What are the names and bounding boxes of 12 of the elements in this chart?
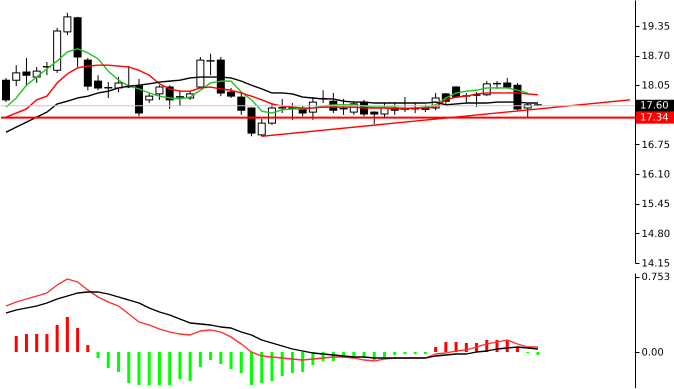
- y-tick-label: 16.10: [642, 170, 670, 181]
- y-tick-label: 0.00: [642, 348, 664, 358]
- ref-line-label: 17.60: [640, 100, 669, 112]
- y-tick-label: 14.80: [642, 228, 670, 240]
- y-tick-label: 14.15: [642, 258, 670, 270]
- y-tick-label: 0.753: [642, 272, 670, 284]
- ref-line-label: 17.34: [640, 112, 669, 124]
- y-tick-label: 19.35: [642, 21, 670, 32]
- y-tick-label: 15.45: [642, 199, 670, 210]
- y-tick-label: 18.70: [642, 51, 670, 62]
- y-tick-label: 18.05: [642, 80, 670, 92]
- y-tick-label: 16.75: [642, 140, 670, 151]
